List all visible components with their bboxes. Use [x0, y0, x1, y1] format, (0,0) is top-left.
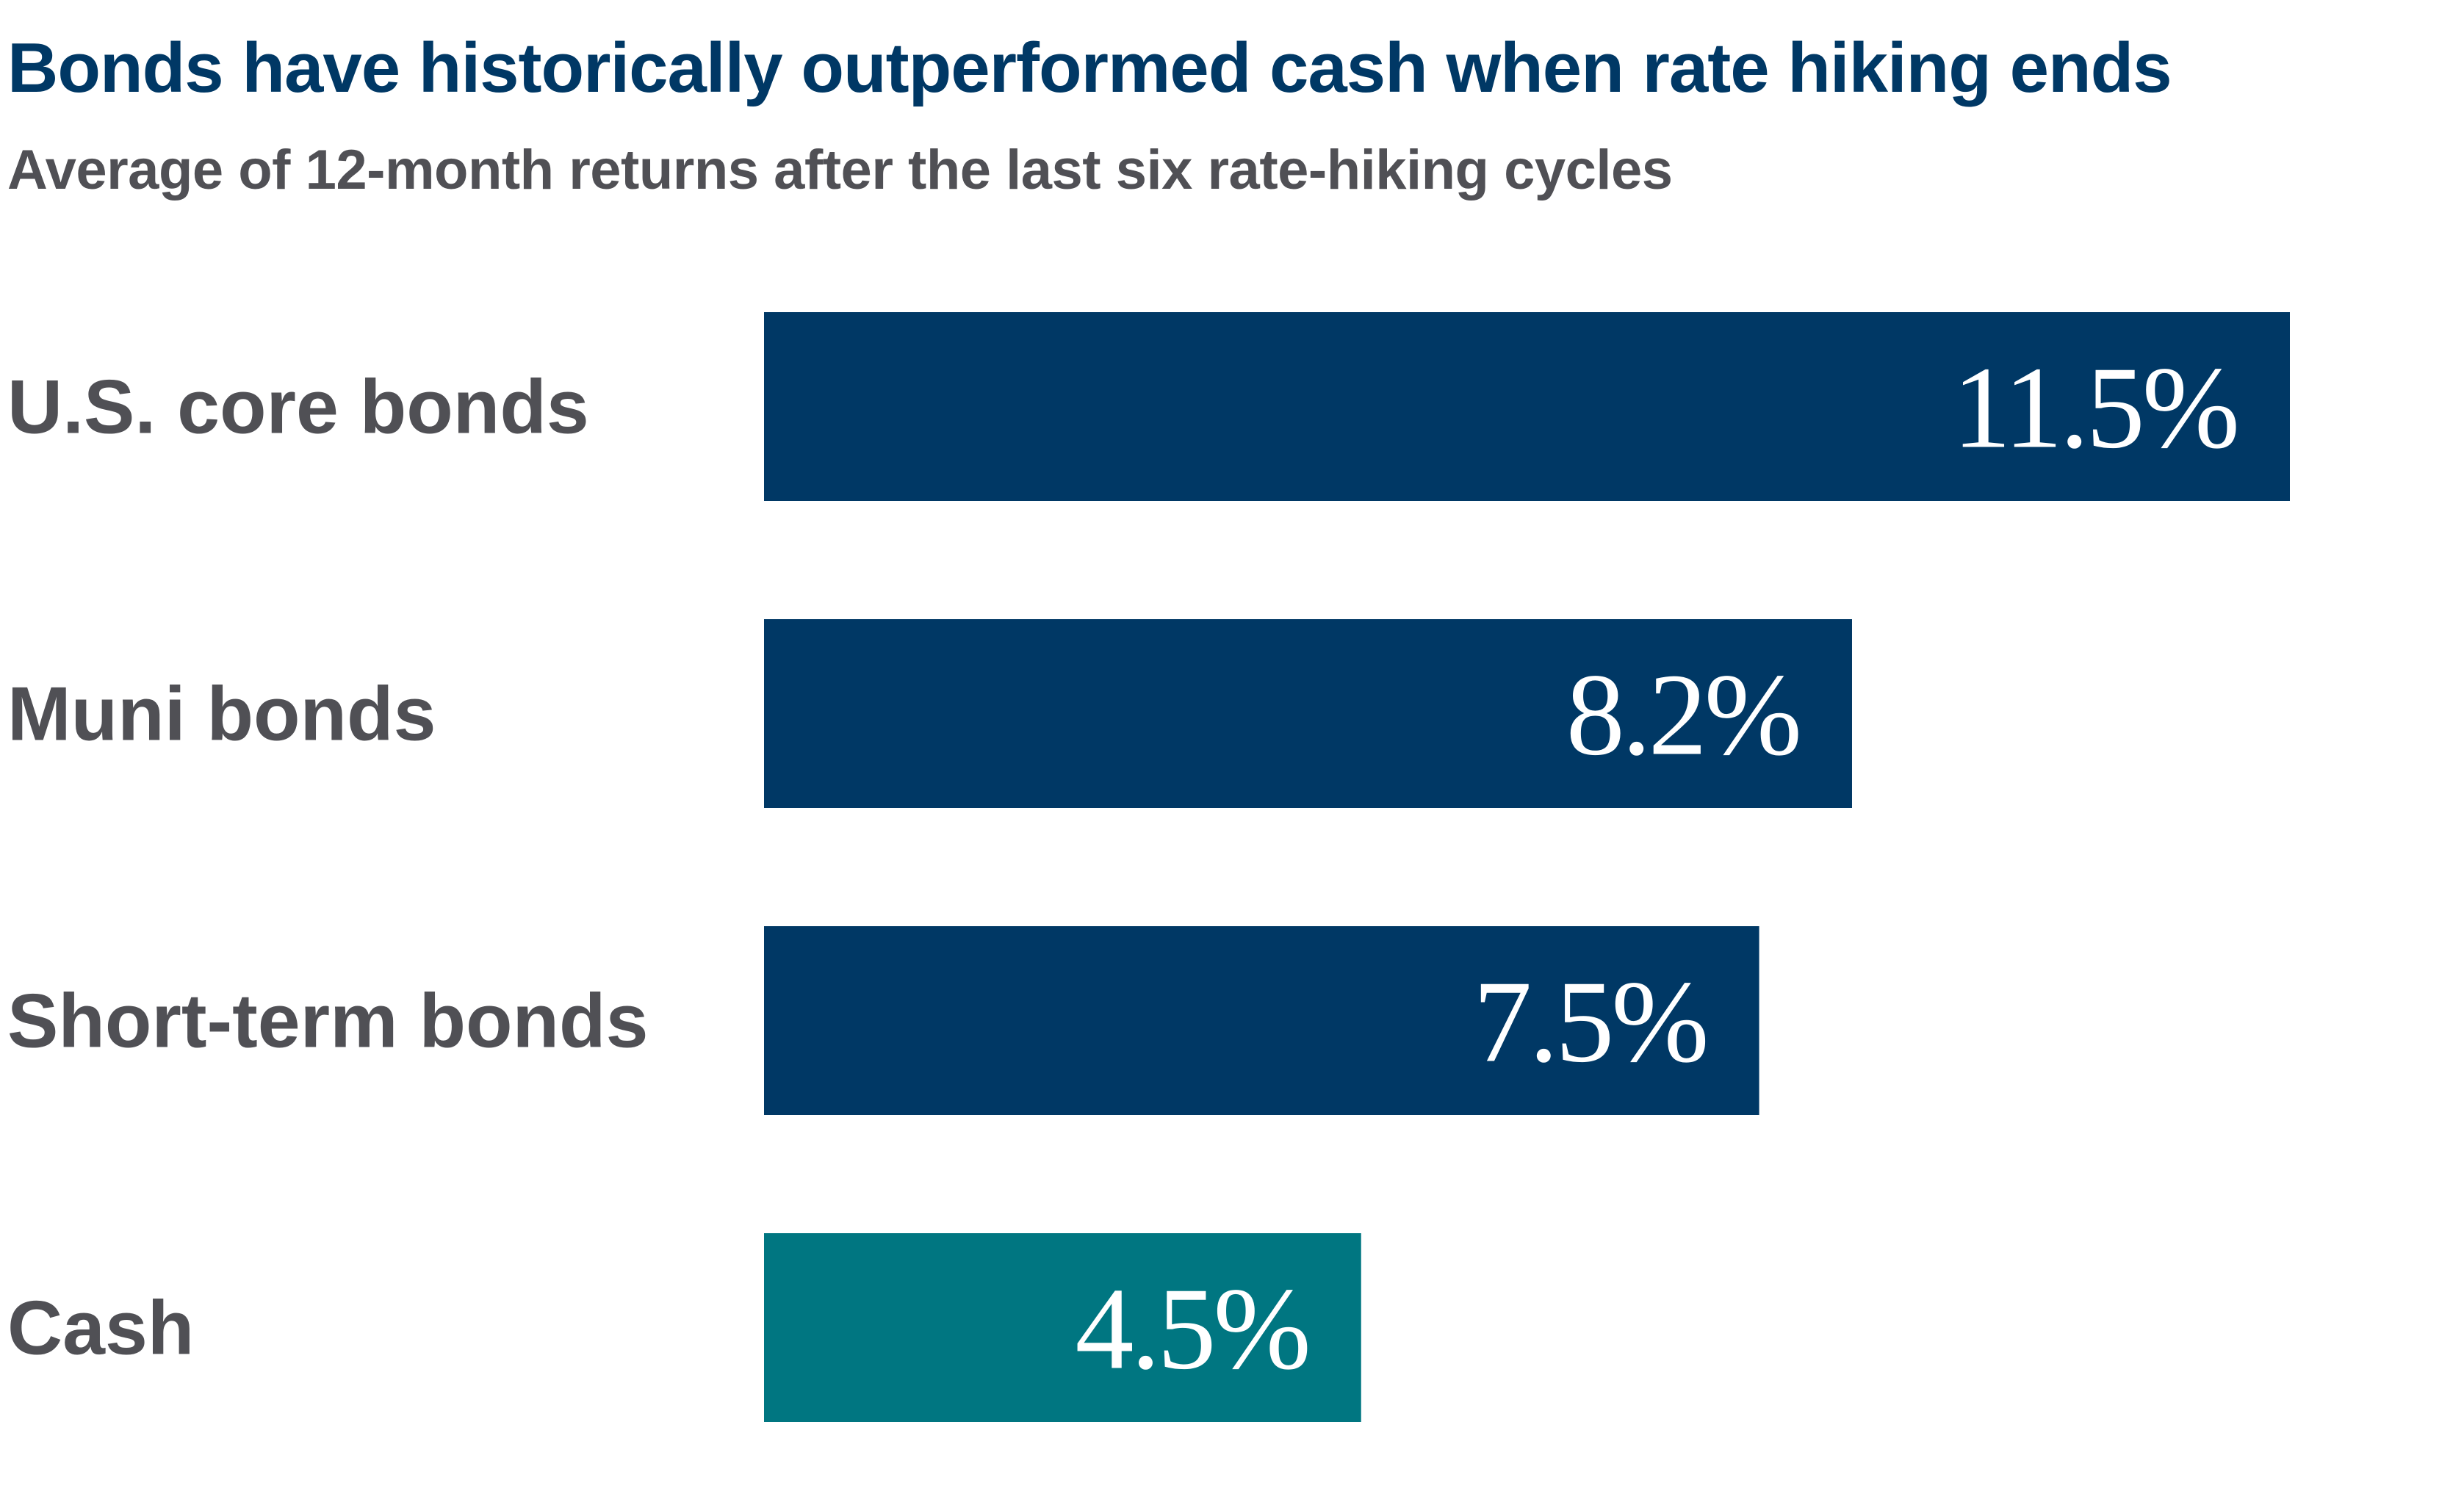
bar	[764, 1233, 1361, 1422]
data-label: 8.2%	[1566, 649, 1799, 780]
chart-subtitle: Average of 12-month returns after the la…	[7, 139, 1673, 201]
bar	[764, 926, 1759, 1115]
category-label: Short-term bonds	[7, 979, 648, 1064]
category-label: Muni bonds	[7, 672, 436, 757]
chart-title: Bonds have historically outperformed cas…	[7, 29, 2172, 107]
data-label: 7.5%	[1473, 956, 1706, 1087]
bar	[764, 312, 2290, 501]
data-label: 11.5%	[1953, 342, 2237, 473]
category-label: Cash	[7, 1286, 194, 1371]
category-label: U.S. core bonds	[7, 365, 589, 450]
bar	[764, 619, 1852, 808]
data-label: 4.5%	[1075, 1263, 1308, 1394]
